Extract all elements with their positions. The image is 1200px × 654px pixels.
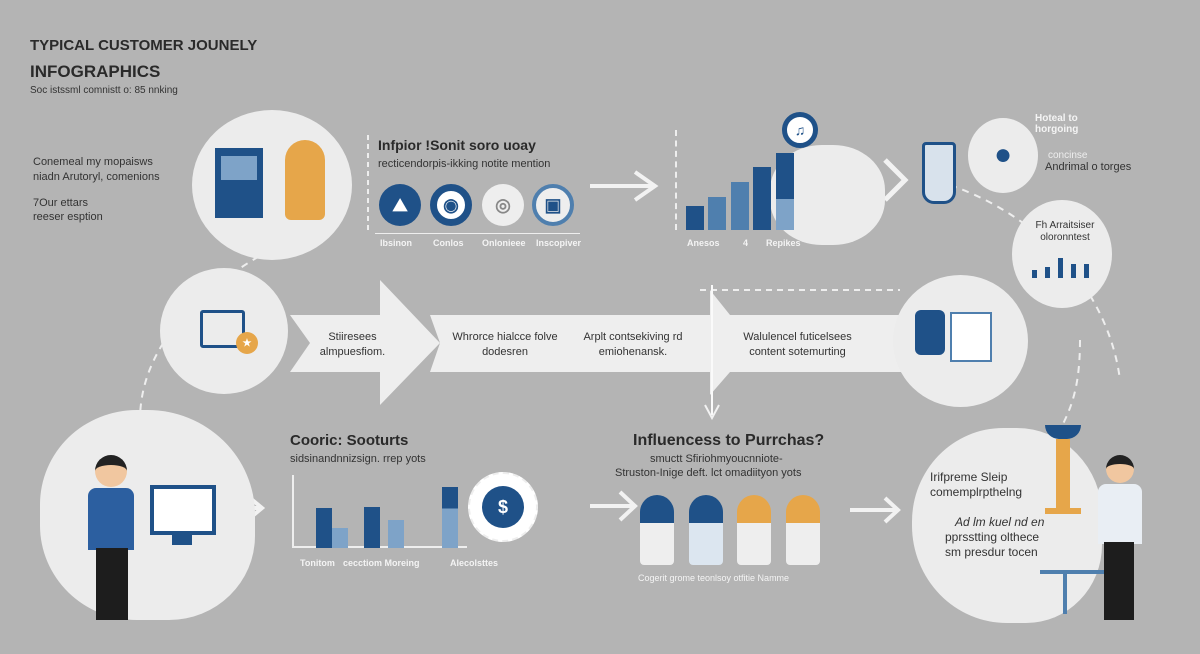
analytics-line2: oloronntest (1040, 232, 1090, 243)
board-icon (200, 310, 245, 348)
bar (686, 206, 704, 230)
document-icon (215, 148, 263, 218)
chart-label: Repikes (766, 238, 801, 248)
device-icon (915, 310, 945, 355)
left-note-1: Conemeal my mopaisws (33, 156, 153, 168)
awareness-label: Inscopiver (536, 238, 582, 248)
band-step: Whrorce hialcce folve dodesren (452, 331, 558, 358)
mini-bar-chart (1032, 256, 1097, 278)
loyalty-blob (912, 428, 1102, 623)
consideration-heading: Cooric: Sooturts (290, 432, 409, 449)
man-body (1098, 484, 1142, 544)
purchase-caption: Cogerit grome teonlsoy otfitie Namme (638, 573, 790, 583)
device-icon: ▣ (532, 184, 574, 226)
analytics-circle (1012, 200, 1112, 308)
title-line2: INFOGRAPHICS (30, 62, 161, 81)
mountain-icon: ⛰ (379, 184, 421, 226)
loyalty-line2: comemplrpthelng (930, 485, 1023, 499)
person-icon (785, 495, 820, 565)
loyalty-line4: pprsstting olthece (945, 530, 1040, 544)
title-line1: TYPICAL CUSTOMER JOUNELY (30, 37, 258, 54)
awareness-heading: Infpior !Sonit soro uoay (378, 137, 536, 153)
chart-label: Alecolsttes (450, 558, 499, 568)
pillar-top (1045, 425, 1081, 439)
left-note-3: 7Our ettars (33, 197, 89, 209)
consideration-sub: sidsinandnnizsign. rrep yots (290, 453, 426, 465)
man-body (88, 488, 134, 550)
chart-axis (675, 130, 677, 230)
man-head (95, 455, 127, 487)
man-legs (96, 548, 128, 620)
monitor-stand (172, 535, 192, 545)
man-head (1106, 455, 1134, 483)
podium-leg (1063, 574, 1067, 614)
pillar-icon (1056, 439, 1070, 509)
bar (364, 507, 380, 548)
eye-icon: ◉ (430, 184, 472, 226)
bar (731, 182, 749, 230)
loyalty-line1: Irifpreme Sleip (930, 470, 1008, 484)
top-right-note2b: Andrimal o torges (1045, 161, 1132, 173)
band-step: Arplt contsekiving rd emiohenansk. (583, 331, 683, 358)
analytics-line1: Fh Arraitsiser (1035, 220, 1095, 231)
man-legs (1104, 542, 1134, 620)
chart-label: 4 (743, 238, 749, 248)
lamp-icon (922, 142, 956, 204)
pillar-base (1045, 508, 1081, 514)
bar (442, 487, 458, 548)
loyalty-line3: Ad lm kuel nd en (955, 515, 1045, 529)
dollar-icon: $ (482, 486, 524, 528)
bar (316, 508, 332, 548)
left-note-4: reeser esption (33, 211, 103, 223)
purchase-heading: Influencess to Purrchas? (633, 432, 825, 449)
loyalty-line5: sm presdur tocen (945, 545, 1038, 559)
awareness-label: Ibsinon (380, 238, 412, 248)
users-icon: ● (993, 138, 1013, 171)
person-icon (688, 495, 723, 565)
people-group (640, 495, 820, 565)
podium (1040, 570, 1110, 574)
strategy-circle (160, 268, 288, 394)
monitor-icon (150, 485, 216, 535)
band-step: Stiiresees almpuesfiom. (319, 331, 386, 358)
awareness-label: Conlos (433, 238, 464, 248)
badge-icon: ★ (236, 332, 258, 354)
divider (375, 233, 580, 234)
chart-label: cecctiom Moreing (343, 558, 420, 568)
band-step: Walulencel futicelsees content sotemurti… (743, 331, 852, 358)
bar (753, 167, 771, 230)
awareness-sub: recticendorpis-ikking notite mention (378, 158, 551, 170)
music-icon: ♫ (782, 112, 818, 148)
disc-icon: ◎ (482, 184, 524, 226)
purchase-sub2: Struston-Inige deft. lct omadiityon yots (615, 467, 802, 479)
subtitle: Soc istssml comnistt o: 85 nnking (30, 85, 178, 96)
bar (332, 528, 348, 548)
top-right-note2a: concinse (1048, 150, 1088, 161)
person-icon (737, 495, 772, 565)
customer-blob (40, 410, 255, 620)
document-icon (950, 312, 992, 362)
bar (776, 153, 794, 230)
bar (708, 197, 726, 230)
person-icon (640, 495, 674, 565)
bar (388, 520, 404, 548)
chart-label: Anesos (687, 238, 720, 248)
chart-label: Tonitom (300, 558, 335, 568)
top-right-note1: Hoteal to horgoing (1035, 113, 1079, 135)
person-idea-icon (285, 140, 325, 220)
awareness-label: Onlonieee (482, 238, 526, 248)
left-note-2: niadn Arutoryl, comenions (33, 171, 160, 183)
purchase-sub1: smuctt Sfiriohmyoucnniote- (650, 453, 783, 465)
users-circle (968, 118, 1038, 193)
